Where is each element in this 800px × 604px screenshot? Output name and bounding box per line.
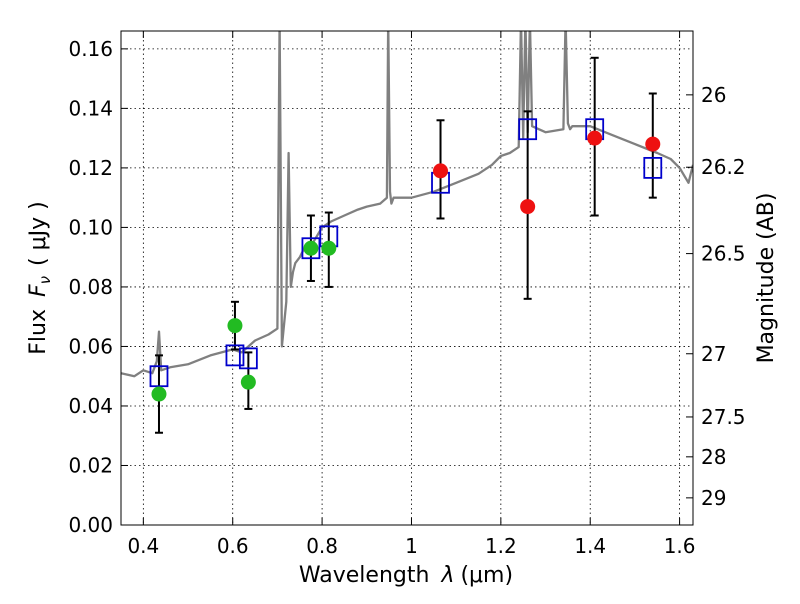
y2-tick-label: 26.5	[701, 242, 746, 266]
y-tick-label: 0.16	[68, 37, 113, 61]
optical-obs-point	[321, 240, 337, 256]
tick-layer: 0.4 0.6 0.8 1 1.2 1.4 1.6 0.00 0.02 0.04 0.06 0.08 0…	[68, 31, 746, 558]
x-tick-label: 1.6	[664, 534, 696, 558]
ir-obs-point	[520, 199, 536, 215]
y-tick-label: 0.02	[68, 453, 113, 477]
model-point	[518, 118, 538, 141]
y2-axis-label: Magnitude (AB)	[754, 193, 779, 364]
x-tick-label: 1	[405, 534, 418, 558]
plot-area	[121, 31, 693, 434]
model-point	[643, 156, 663, 179]
y-tick-label: 0.14	[68, 96, 113, 120]
model-point	[238, 347, 258, 370]
x-tick-label: 0.6	[217, 534, 249, 558]
y2-tick-label: 27	[701, 342, 726, 366]
model-point	[225, 344, 245, 367]
model-point	[301, 237, 321, 260]
y-tick-label: 0.10	[68, 215, 113, 239]
y2-tick-label: 26.2	[701, 155, 746, 179]
y-tick-label: 0.08	[68, 275, 113, 299]
y-axis-label: FluxFν( μJy )	[26, 201, 54, 354]
ir-obs-point	[433, 163, 449, 179]
x-tick-label: 0.8	[306, 534, 338, 558]
y2-tick-label: 29	[701, 486, 726, 510]
model-point	[149, 365, 169, 388]
y2-tick-label: 27.5	[701, 405, 746, 429]
optical-obs-point	[151, 386, 167, 402]
optical-obs-point	[227, 318, 243, 334]
y-tick-label: 0.04	[68, 394, 113, 418]
plot-frame	[120, 30, 694, 526]
optical-obs-point	[303, 240, 319, 256]
sed-model-line	[121, 31, 693, 378]
observed-photometry-layer	[151, 130, 661, 402]
optical-obs-point	[240, 374, 256, 390]
y-tick-label: 0.00	[68, 513, 113, 537]
y-tick-label: 0.06	[68, 334, 113, 358]
x-tick-label: 1.4	[574, 534, 606, 558]
ir-obs-point	[587, 130, 603, 146]
ir-obs-point	[645, 136, 661, 152]
x-axis-label: Wavelength λ (μm)	[299, 563, 513, 588]
y2-tick-label: 28	[701, 445, 726, 469]
x-tick-label: 1.2	[485, 534, 517, 558]
y2-tick-label: 26	[701, 83, 726, 107]
x-tick-label: 0.4	[127, 534, 159, 558]
y-tick-label: 0.12	[68, 156, 113, 180]
